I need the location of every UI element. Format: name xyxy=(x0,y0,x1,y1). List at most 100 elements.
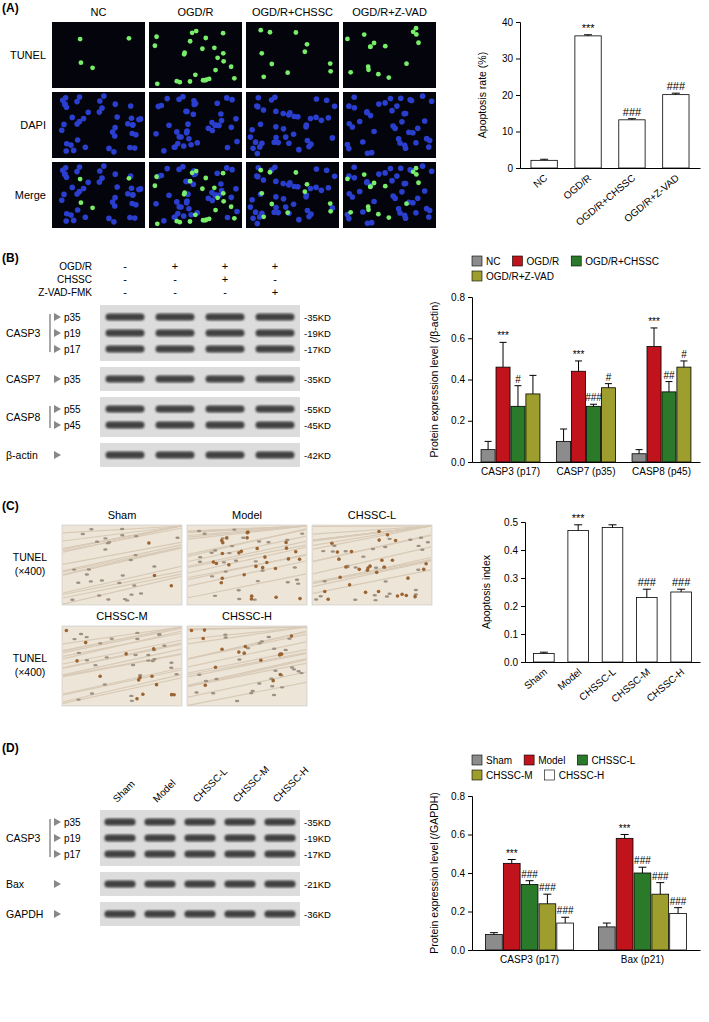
error-cap xyxy=(603,923,611,924)
blot-membrane xyxy=(100,810,300,866)
micrograph-nucleus xyxy=(275,210,281,216)
band-pointer xyxy=(54,850,61,858)
band xyxy=(156,452,195,459)
micrograph-positive-cell xyxy=(214,665,218,669)
bar xyxy=(534,654,555,662)
micrograph-positive-cell xyxy=(227,563,231,567)
band xyxy=(184,911,215,918)
micrograph-nucleus xyxy=(133,202,139,208)
y-tick: 0.3 xyxy=(504,573,525,584)
error-cap xyxy=(500,342,507,343)
micrograph-positive-cell xyxy=(212,560,216,564)
legend-item: OGD/R+CHSSC xyxy=(571,256,659,267)
y-tick-mark xyxy=(468,835,472,836)
micrograph-nucleus xyxy=(308,116,314,122)
micrograph-nucleus xyxy=(103,683,107,685)
annotations: ******################## xyxy=(506,823,687,917)
micrograph-nucleus xyxy=(266,541,270,543)
micrograph-positive-cell xyxy=(221,552,225,556)
micrograph-nucleus xyxy=(232,528,236,530)
micrograph-fiber xyxy=(188,526,306,539)
micrograph-nucleus xyxy=(111,219,117,225)
significance: ### xyxy=(667,80,686,92)
error-cap xyxy=(651,327,658,328)
micrograph-fiber xyxy=(63,675,181,702)
significance: ### xyxy=(634,855,651,866)
micrograph-nucleus xyxy=(130,192,136,198)
micrograph-nucleus xyxy=(131,664,135,666)
micrograph-nucleus xyxy=(303,194,309,200)
image-grid: NCOGD/ROGD/R+CHSSCOGD/R+Z-VADTUNELDAPIMe… xyxy=(10,6,436,228)
micrograph-fiber xyxy=(63,640,181,664)
y-tick-mark xyxy=(516,132,520,133)
micrograph-positive-cell xyxy=(213,208,218,213)
x-tick-label: Model xyxy=(556,666,584,692)
legend-item: CHSSC-L xyxy=(577,755,635,766)
micrograph-ground xyxy=(187,626,307,706)
micrograph-nucleus xyxy=(222,561,226,563)
micrograph-nucleus xyxy=(287,637,291,639)
band xyxy=(224,851,255,858)
micrograph-positive-cell xyxy=(345,37,350,42)
panel-letter: (D) xyxy=(2,741,19,755)
legend-label: Model xyxy=(538,755,565,766)
error-bar xyxy=(660,883,661,895)
micrograph-nucleus xyxy=(210,575,214,577)
significance: ### xyxy=(652,871,669,882)
mw-label: -45KD xyxy=(304,420,331,431)
y-tick: 0.6 xyxy=(451,829,472,840)
condition-sign: + xyxy=(172,260,178,272)
micrograph-nucleus xyxy=(256,580,260,582)
micrograph-nucleus xyxy=(314,598,318,600)
micrograph-positive-cell xyxy=(258,28,263,33)
micrograph-nucleus xyxy=(90,692,94,694)
micrograph-nucleus xyxy=(306,214,312,220)
x-tick-label: CASP3 (p17) xyxy=(481,466,540,477)
micrograph-nucleus xyxy=(389,108,395,114)
x-axis-line xyxy=(521,168,701,169)
micrograph-nucleus xyxy=(410,130,416,136)
protein-label: CASP3 xyxy=(6,832,41,844)
micrograph-positive-cell xyxy=(368,44,373,49)
micrograph-nucleus xyxy=(237,589,241,591)
micrograph-fiber xyxy=(63,628,181,652)
bar xyxy=(531,160,557,168)
micrograph-nucleus xyxy=(89,528,93,530)
micrograph-nucleus xyxy=(376,171,382,177)
micrograph-nucleus xyxy=(229,167,235,173)
micrograph-nucleus xyxy=(374,567,378,569)
bar xyxy=(647,347,661,463)
micrograph-positive-cell xyxy=(366,64,371,69)
micrograph-nucleus xyxy=(398,165,404,171)
micrograph-positive-cell xyxy=(368,184,373,189)
bar xyxy=(634,873,651,950)
x-axis-line xyxy=(473,950,701,951)
y-tick: 0.8 xyxy=(451,791,472,802)
y-tick-mark xyxy=(516,59,520,60)
error-cap xyxy=(540,159,548,160)
micrograph-positive-cell xyxy=(414,26,419,31)
error-cap xyxy=(485,441,492,442)
micrograph-positive-cell xyxy=(200,46,205,51)
micrograph-nucleus xyxy=(197,674,201,676)
micrograph-positive-cell xyxy=(65,629,69,633)
significance: *** xyxy=(619,823,631,834)
micrograph-nucleus xyxy=(273,109,279,115)
micrograph-fiber xyxy=(188,650,306,673)
condition-label: OGD/R xyxy=(59,261,92,272)
y-tick-label: 0.8 xyxy=(451,791,465,802)
micrograph-positive-cell xyxy=(416,180,421,185)
annotations: *********######## xyxy=(497,316,687,403)
micrograph-positive-cell xyxy=(138,676,142,680)
error-cap xyxy=(526,880,534,881)
micrograph-nucleus xyxy=(174,199,180,205)
condition-sign: - xyxy=(273,273,277,285)
micrograph-fiber xyxy=(63,545,181,571)
micrograph-positive-cell xyxy=(155,221,160,226)
micrograph-nucleus xyxy=(392,126,398,132)
micrograph-positive-cell xyxy=(377,530,381,534)
micrograph-nucleus xyxy=(255,174,261,180)
band-pointer xyxy=(54,313,61,321)
micrograph-nucleus xyxy=(260,569,264,571)
bracket xyxy=(50,314,51,352)
